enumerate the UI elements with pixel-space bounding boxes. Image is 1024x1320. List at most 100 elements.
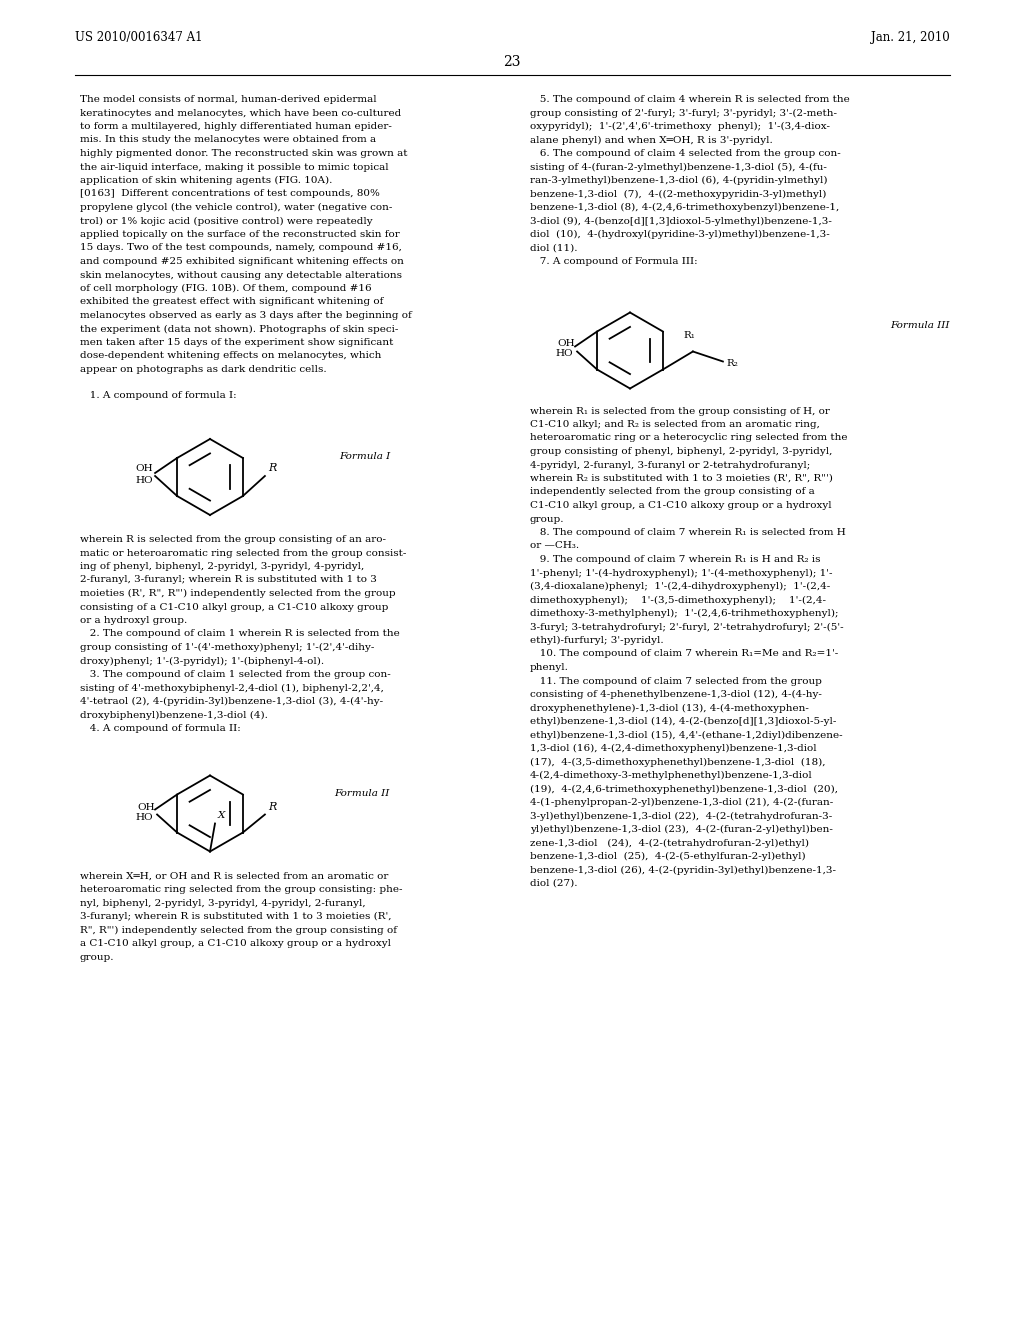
Text: R", R"') independently selected from the group consisting of: R", R"') independently selected from the… <box>80 925 397 935</box>
Text: US 2010/0016347 A1: US 2010/0016347 A1 <box>75 32 203 45</box>
Text: consisting of a C1-C10 alkyl group, a C1-C10 alkoxy group: consisting of a C1-C10 alkyl group, a C1… <box>80 602 388 611</box>
Text: moieties (R', R", R"') independently selected from the group: moieties (R', R", R"') independently sel… <box>80 589 395 598</box>
Text: the experiment (data not shown). Photographs of skin speci-: the experiment (data not shown). Photogr… <box>80 325 398 334</box>
Text: of cell morphology (FIG. 10B). Of them, compound #16: of cell morphology (FIG. 10B). Of them, … <box>80 284 372 293</box>
Text: R: R <box>268 463 276 473</box>
Text: sisting of 4-(furan-2-ylmethyl)benzene-1,3-diol (5), 4-(fu-: sisting of 4-(furan-2-ylmethyl)benzene-1… <box>530 162 826 172</box>
Text: Formula I: Formula I <box>339 451 390 461</box>
Text: wherein R₁ is selected from the group consisting of H, or: wherein R₁ is selected from the group co… <box>530 407 829 416</box>
Text: group consisting of phenyl, biphenyl, 2-pyridyl, 3-pyridyl,: group consisting of phenyl, biphenyl, 2-… <box>530 447 833 455</box>
Text: droxybiphenyl)benzene-1,3-diol (4).: droxybiphenyl)benzene-1,3-diol (4). <box>80 710 268 719</box>
Text: 3-furyl; 3-tetrahydrofuryl; 2'-furyl, 2'-tetrahydrofuryl; 2'-(5'-: 3-furyl; 3-tetrahydrofuryl; 2'-furyl, 2'… <box>530 623 844 632</box>
Text: application of skin whitening agents (FIG. 10A).: application of skin whitening agents (FI… <box>80 176 333 185</box>
Text: OH: OH <box>137 803 155 812</box>
Text: wherein R₂ is substituted with 1 to 3 moieties (R', R", R"'): wherein R₂ is substituted with 1 to 3 mo… <box>530 474 833 483</box>
Text: applied topically on the surface of the reconstructed skin for: applied topically on the surface of the … <box>80 230 399 239</box>
Text: sisting of 4'-methoxybiphenyl-2,4-diol (1), biphenyl-2,2',4,: sisting of 4'-methoxybiphenyl-2,4-diol (… <box>80 684 384 693</box>
Text: 4-(2,4-dimethoxy-3-methylphenethyl)benzene-1,3-diol: 4-(2,4-dimethoxy-3-methylphenethyl)benze… <box>530 771 813 780</box>
Text: HO: HO <box>135 477 154 484</box>
Text: R: R <box>268 801 276 812</box>
Text: R₁: R₁ <box>683 330 695 339</box>
Text: R₂: R₂ <box>727 359 738 368</box>
Text: 1,3-diol (16), 4-(2,4-dimethoxyphenyl)benzene-1,3-diol: 1,3-diol (16), 4-(2,4-dimethoxyphenyl)be… <box>530 744 816 754</box>
Text: nyl, biphenyl, 2-pyridyl, 3-pyridyl, 4-pyridyl, 2-furanyl,: nyl, biphenyl, 2-pyridyl, 3-pyridyl, 4-p… <box>80 899 366 908</box>
Text: 10. The compound of claim 7 wherein R₁=Me and R₂=1'-: 10. The compound of claim 7 wherein R₁=M… <box>530 649 839 659</box>
Text: or a hydroxyl group.: or a hydroxyl group. <box>80 616 187 624</box>
Text: diol (27).: diol (27). <box>530 879 578 888</box>
Text: a C1-C10 alkyl group, a C1-C10 alkoxy group or a hydroxyl: a C1-C10 alkyl group, a C1-C10 alkoxy gr… <box>80 939 391 948</box>
Text: ethyl)benzene-1,3-diol (14), 4-(2-(benzo[d][1,3]dioxol-5-yl-: ethyl)benzene-1,3-diol (14), 4-(2-(benzo… <box>530 717 837 726</box>
Text: Formula III: Formula III <box>891 321 950 330</box>
Text: dimethoxy-3-methylphenyl);  1'-(2,4,6-trihmethoxyphenyl);: dimethoxy-3-methylphenyl); 1'-(2,4,6-tri… <box>530 609 839 618</box>
Text: wherein X═H, or OH and R is selected from an aromatic or: wherein X═H, or OH and R is selected fro… <box>80 871 388 880</box>
Text: C1-C10 alkyl; and R₂ is selected from an aromatic ring,: C1-C10 alkyl; and R₂ is selected from an… <box>530 420 820 429</box>
Text: droxyphenethylene)-1,3-diol (13), 4-(4-methoxyphen-: droxyphenethylene)-1,3-diol (13), 4-(4-m… <box>530 704 809 713</box>
Text: ethyl)benzene-1,3-diol (15), 4,4'-(ethane-1,2diyl)dibenzene-: ethyl)benzene-1,3-diol (15), 4,4'-(ethan… <box>530 730 843 739</box>
Text: 2. The compound of claim 1 wherein R is selected from the: 2. The compound of claim 1 wherein R is … <box>80 630 399 639</box>
Text: phenyl.: phenyl. <box>530 663 569 672</box>
Text: skin melanocytes, without causing any detectable alterations: skin melanocytes, without causing any de… <box>80 271 402 280</box>
Text: HO: HO <box>555 350 573 359</box>
Text: (17),  4-(3,5-dimethoxyphenethyl)benzene-1,3-diol  (18),: (17), 4-(3,5-dimethoxyphenethyl)benzene-… <box>530 758 825 767</box>
Text: 6. The compound of claim 4 selected from the group con-: 6. The compound of claim 4 selected from… <box>530 149 841 158</box>
Text: 3-furanyl; wherein R is substituted with 1 to 3 moieties (R',: 3-furanyl; wherein R is substituted with… <box>80 912 391 921</box>
Text: OH: OH <box>557 339 575 348</box>
Text: 4-pyridyl, 2-furanyl, 3-furanyl or 2-tetrahydrofuranyl;: 4-pyridyl, 2-furanyl, 3-furanyl or 2-tet… <box>530 461 810 470</box>
Text: oxypyridyl);  1'-(2',4',6'-trimethoxy  phenyl);  1'-(3,4-diox-: oxypyridyl); 1'-(2',4',6'-trimethoxy phe… <box>530 121 830 131</box>
Text: group.: group. <box>530 515 564 524</box>
Text: benzene-1,3-diol  (7),  4-((2-methoxypyridin-3-yl)methyl): benzene-1,3-diol (7), 4-((2-methoxypyrid… <box>530 190 826 198</box>
Text: heteroaromatic ring selected from the group consisting: phe-: heteroaromatic ring selected from the gr… <box>80 884 402 894</box>
Text: Jan. 21, 2010: Jan. 21, 2010 <box>871 32 950 45</box>
Text: diol  (10),  4-(hydroxyl(pyridine-3-yl)methyl)benzene-1,3-: diol (10), 4-(hydroxyl(pyridine-3-yl)met… <box>530 230 829 239</box>
Text: melanocytes observed as early as 3 days after the beginning of: melanocytes observed as early as 3 days … <box>80 312 412 319</box>
Text: 15 days. Two of the test compounds, namely, compound #16,: 15 days. Two of the test compounds, name… <box>80 243 401 252</box>
Text: 3-diol (9), 4-(benzo[d][1,3]dioxol-5-ylmethyl)benzene-1,3-: 3-diol (9), 4-(benzo[d][1,3]dioxol-5-ylm… <box>530 216 831 226</box>
Text: ing of phenyl, biphenyl, 2-pyridyl, 3-pyridyl, 4-pyridyl,: ing of phenyl, biphenyl, 2-pyridyl, 3-py… <box>80 562 365 572</box>
Text: dimethoxyphenyl);    1'-(3,5-dimethoxyphenyl);    1'-(2,4-: dimethoxyphenyl); 1'-(3,5-dimethoxypheny… <box>530 595 826 605</box>
Text: 8. The compound of claim 7 wherein R₁ is selected from H: 8. The compound of claim 7 wherein R₁ is… <box>530 528 846 537</box>
Text: matic or heteroaromatic ring selected from the group consist-: matic or heteroaromatic ring selected fr… <box>80 549 407 557</box>
Text: ethyl)-furfuryl; 3'-pyridyl.: ethyl)-furfuryl; 3'-pyridyl. <box>530 636 664 645</box>
Text: 4'-tetraol (2), 4-(pyridin-3yl)benzene-1,3-diol (3), 4-(4'-hy-: 4'-tetraol (2), 4-(pyridin-3yl)benzene-1… <box>80 697 383 706</box>
Text: highly pigmented donor. The reconstructed skin was grown at: highly pigmented donor. The reconstructe… <box>80 149 408 158</box>
Text: trol) or 1% kojic acid (positive control) were repeatedly: trol) or 1% kojic acid (positive control… <box>80 216 373 226</box>
Text: group consisting of 2'-furyl; 3'-furyl; 3'-pyridyl; 3'-(2-meth-: group consisting of 2'-furyl; 3'-furyl; … <box>530 108 837 117</box>
Text: heteroaromatic ring or a heterocyclic ring selected from the: heteroaromatic ring or a heterocyclic ri… <box>530 433 848 442</box>
Text: 1'-phenyl; 1'-(4-hydroxyphenyl); 1'-(4-methoxyphenyl); 1'-: 1'-phenyl; 1'-(4-hydroxyphenyl); 1'-(4-m… <box>530 569 833 578</box>
Text: men taken after 15 days of the experiment show significant: men taken after 15 days of the experimen… <box>80 338 393 347</box>
Text: 3-yl)ethyl)benzene-1,3-diol (22),  4-(2-(tetrahydrofuran-3-: 3-yl)ethyl)benzene-1,3-diol (22), 4-(2-(… <box>530 812 833 821</box>
Text: (3,4-dioxalane)phenyl;  1'-(2,4-dihydroxyphenyl);  1'-(2,4-: (3,4-dioxalane)phenyl; 1'-(2,4-dihydroxy… <box>530 582 830 591</box>
Text: keratinocytes and melanocytes, which have been co-cultured: keratinocytes and melanocytes, which hav… <box>80 108 401 117</box>
Text: and compound #25 exhibited significant whitening effects on: and compound #25 exhibited significant w… <box>80 257 403 267</box>
Text: Formula II: Formula II <box>335 788 390 797</box>
Text: HO: HO <box>135 813 154 821</box>
Text: 7. A compound of Formula III:: 7. A compound of Formula III: <box>530 257 697 267</box>
Text: independently selected from the group consisting of a: independently selected from the group co… <box>530 487 815 496</box>
Text: consisting of 4-phenethylbenzene-1,3-diol (12), 4-(4-hy-: consisting of 4-phenethylbenzene-1,3-dio… <box>530 690 822 700</box>
Text: 1. A compound of formula I:: 1. A compound of formula I: <box>80 391 237 400</box>
Text: the air-liquid interface, making it possible to mimic topical: the air-liquid interface, making it poss… <box>80 162 389 172</box>
Text: (19),  4-(2,4,6-trimethoxyphenethyl)benzene-1,3-diol  (20),: (19), 4-(2,4,6-trimethoxyphenethyl)benze… <box>530 784 838 793</box>
Text: 11. The compound of claim 7 selected from the group: 11. The compound of claim 7 selected fro… <box>530 676 822 685</box>
Text: The model consists of normal, human-derived epidermal: The model consists of normal, human-deri… <box>80 95 377 104</box>
Text: 4-(1-phenylpropan-2-yl)benzene-1,3-diol (21), 4-(2-(furan-: 4-(1-phenylpropan-2-yl)benzene-1,3-diol … <box>530 799 834 807</box>
Text: to form a multilayered, highly differentiated human epider-: to form a multilayered, highly different… <box>80 121 392 131</box>
Text: diol (11).: diol (11). <box>530 243 578 252</box>
Text: OH: OH <box>135 465 154 473</box>
Text: 2-furanyl, 3-furanyl; wherein R is substituted with 1 to 3: 2-furanyl, 3-furanyl; wherein R is subst… <box>80 576 377 585</box>
Text: 23: 23 <box>503 55 521 69</box>
Text: 9. The compound of claim 7 wherein R₁ is H and R₂ is: 9. The compound of claim 7 wherein R₁ is… <box>530 554 820 564</box>
Text: benzene-1,3-diol (26), 4-(2-(pyridin-3yl)ethyl)benzene-1,3-: benzene-1,3-diol (26), 4-(2-(pyridin-3yl… <box>530 866 836 875</box>
Text: dose-dependent whitening effects on melanocytes, which: dose-dependent whitening effects on mela… <box>80 351 381 360</box>
Text: group.: group. <box>80 953 115 961</box>
Text: mis. In this study the melanocytes were obtained from a: mis. In this study the melanocytes were … <box>80 136 376 144</box>
Text: benzene-1,3-diol  (25),  4-(2-(5-ethylfuran-2-yl)ethyl): benzene-1,3-diol (25), 4-(2-(5-ethylfura… <box>530 851 806 861</box>
Text: exhibited the greatest effect with significant whitening of: exhibited the greatest effect with signi… <box>80 297 383 306</box>
Text: wherein R is selected from the group consisting of an aro-: wherein R is selected from the group con… <box>80 535 386 544</box>
Text: droxy)phenyl; 1'-(3-pyridyl); 1'-(biphenyl-4-ol).: droxy)phenyl; 1'-(3-pyridyl); 1'-(biphen… <box>80 656 325 665</box>
Text: zene-1,3-diol   (24),  4-(2-(tetrahydrofuran-2-yl)ethyl): zene-1,3-diol (24), 4-(2-(tetrahydrofura… <box>530 838 809 847</box>
Text: 5. The compound of claim 4 wherein R is selected from the: 5. The compound of claim 4 wherein R is … <box>530 95 850 104</box>
Text: 4. A compound of formula II:: 4. A compound of formula II: <box>80 723 241 733</box>
Text: 3. The compound of claim 1 selected from the group con-: 3. The compound of claim 1 selected from… <box>80 671 391 678</box>
Text: C1-C10 alkyl group, a C1-C10 alkoxy group or a hydroxyl: C1-C10 alkyl group, a C1-C10 alkoxy grou… <box>530 502 831 510</box>
